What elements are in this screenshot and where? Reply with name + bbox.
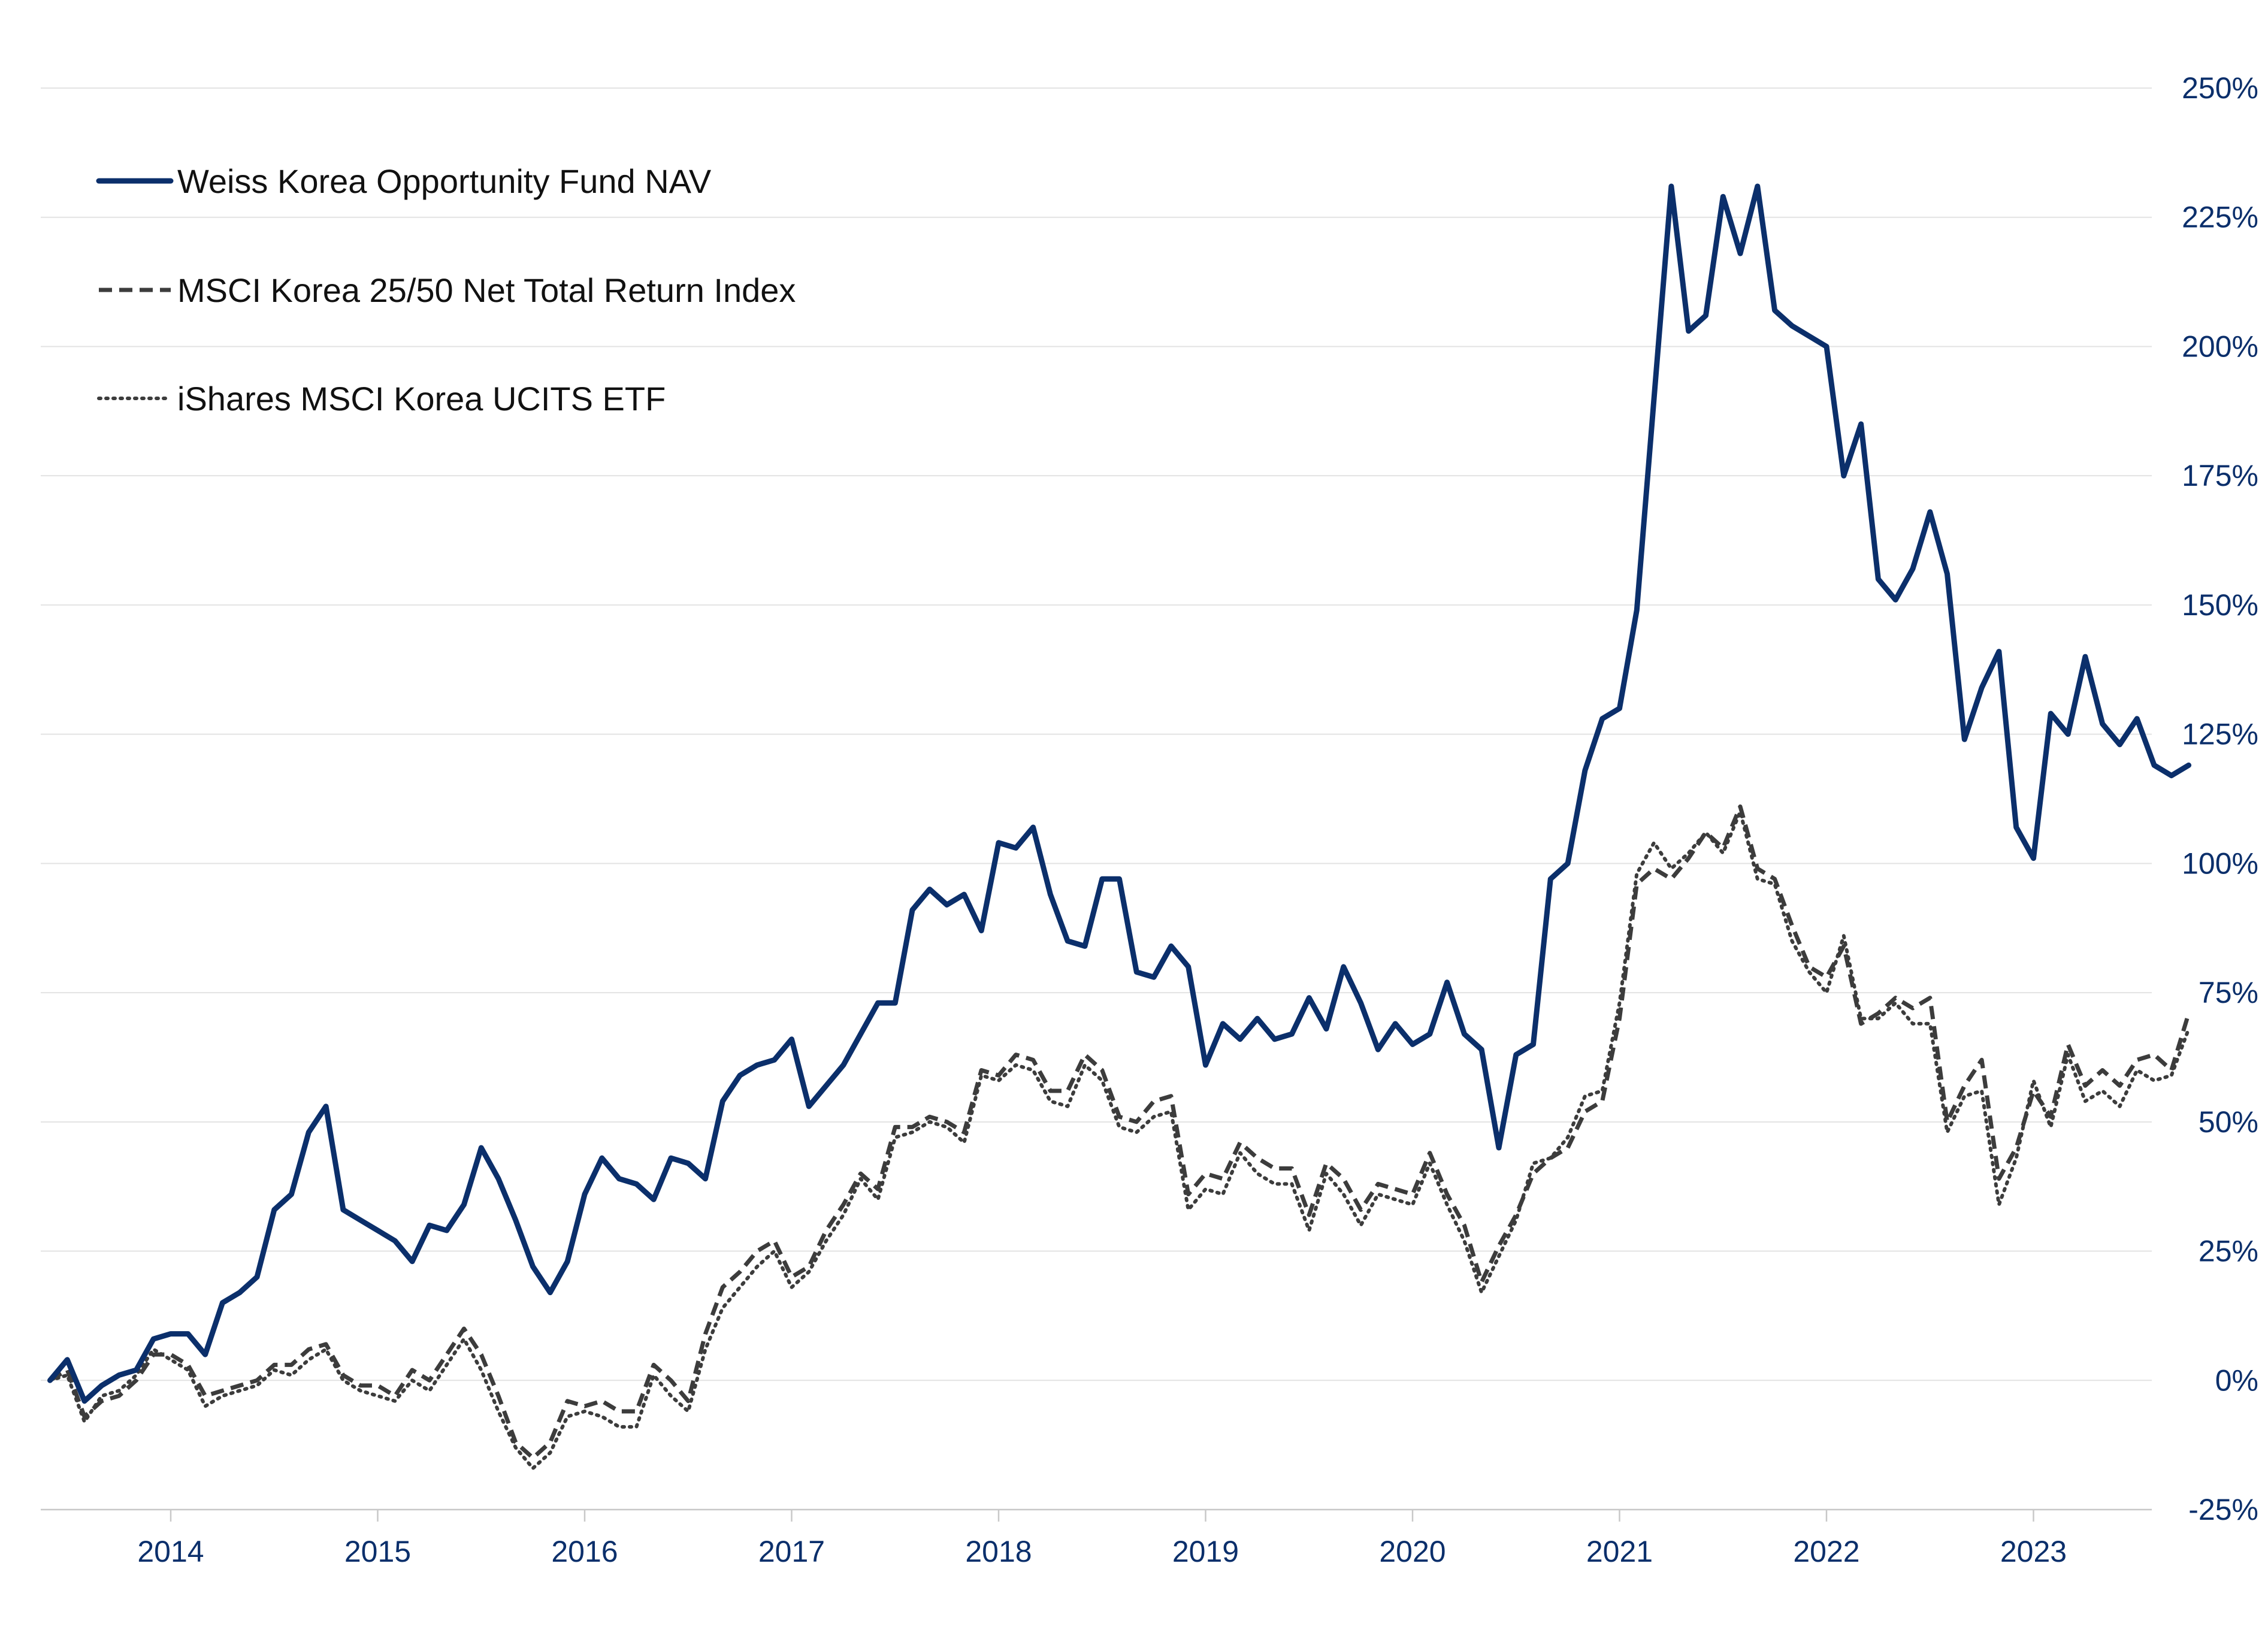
y-tick-label: 50% [2199,1105,2258,1139]
x-tick-label: 2017 [758,1535,825,1568]
y-tick-label: 100% [2182,846,2258,880]
gridlines [41,87,2152,1381]
x-axis [41,1508,2152,1522]
y-tick-label: 25% [2199,1235,2258,1268]
x-tick-label: 2022 [1793,1535,1859,1568]
series-line-solid [47,183,2192,1404]
series-line-dashed [49,804,2191,1460]
x-tick-label: 2020 [1379,1535,1446,1568]
series-line-dotted [48,810,2191,1470]
y-tick-label: 200% [2182,329,2258,363]
x-tick-label: 2014 [137,1535,204,1568]
legend-label: Weiss Korea Opportunity Fund NAV [177,162,712,200]
legend: Weiss Korea Opportunity Fund NAV MSCI Kor… [96,162,796,418]
y-tick-label: 150% [2182,588,2258,622]
x-tick-label: 2015 [344,1535,411,1568]
y-tick-label: -25% [2188,1493,2258,1526]
y-tick-label: 75% [2199,976,2258,1009]
y-tick-label: 125% [2182,718,2258,751]
y-tick-label: 175% [2182,459,2258,492]
legend-label: iShares MSCI Korea UCITS ETF [177,380,666,418]
legend-label: MSCI Korea 25/50 Net Total Return Index [177,271,796,309]
y-tick-label: 0% [2215,1363,2258,1397]
y-tick-label: 250% [2182,71,2258,105]
x-tick-label: 2021 [1586,1535,1653,1568]
x-tick-label: 2019 [1172,1535,1239,1568]
y-tick-label: 225% [2182,201,2258,234]
y-axis-tick-labels: 250% 225% 200% 175% 150% 125% 100% 75% 50% 25% 0% -… [2182,71,2258,1526]
x-tick-label: 2023 [2000,1535,2067,1568]
x-axis-tick-labels: 2014 2015 2016 2017 2018 2019 2020 2021 2022 2023 [137,1535,2067,1568]
series-lines [47,183,2192,1470]
x-tick-label: 2018 [965,1535,1032,1568]
x-tick-label: 2016 [551,1535,618,1568]
